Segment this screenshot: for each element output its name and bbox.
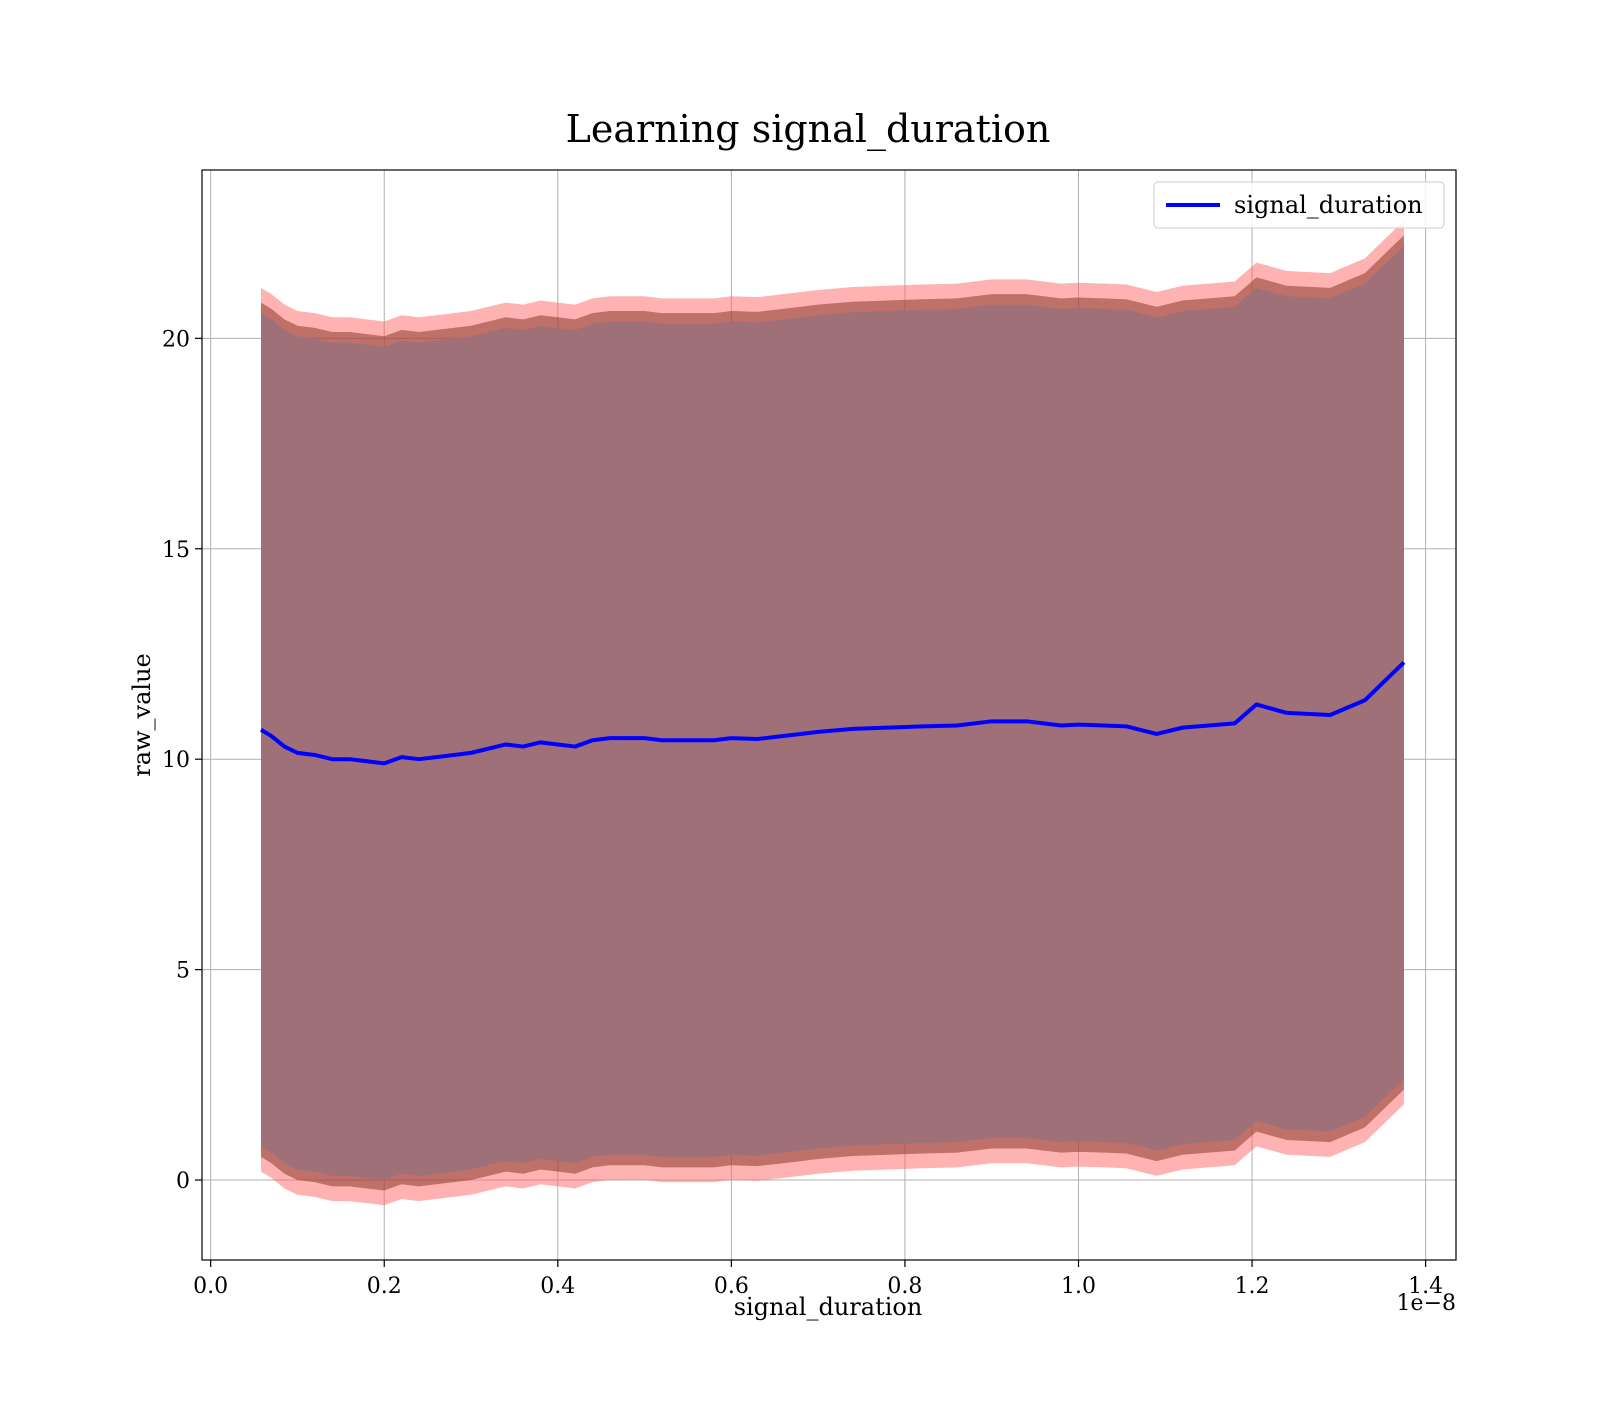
- x-tick-label: 0.0: [193, 1274, 228, 1299]
- y-tick-label: 20: [162, 327, 190, 352]
- x-axis-label: signal_duration: [734, 1293, 923, 1321]
- x-tick-label: 0.8: [887, 1274, 922, 1299]
- y-tick-label: 0: [176, 1169, 190, 1194]
- y-tick-label: 10: [162, 748, 190, 773]
- x-tick-label: 1.2: [1235, 1274, 1270, 1299]
- plot-area: 0.0 0.2 0.4 0.6 0.8 1.0 1.2 1.4 0 5 10 15 20 signal_d…: [162, 169, 1457, 1299]
- x-tick-label: 0.2: [367, 1274, 402, 1299]
- plot-frame: [201, 169, 1457, 1261]
- x-axis-offset-label: 1e−8: [1397, 1291, 1456, 1316]
- inner-band-area: [261, 245, 1404, 1181]
- series-line-signal_duration: [259, 660, 1406, 766]
- y-axis-label: raw_value: [128, 653, 156, 777]
- y-tick-label: 5: [176, 959, 190, 984]
- legend-label: signal_duration: [1234, 191, 1423, 219]
- y-tick-label: 15: [162, 538, 190, 563]
- x-tick-label: 1.4: [1408, 1274, 1443, 1299]
- legend-box: [1153, 181, 1445, 229]
- x-tick-label: 1.0: [1061, 1274, 1096, 1299]
- chart-title: Learning signal_duration: [566, 107, 1051, 152]
- x-tick-label: 0.4: [540, 1274, 575, 1299]
- x-tick-label: 0.6: [714, 1274, 749, 1299]
